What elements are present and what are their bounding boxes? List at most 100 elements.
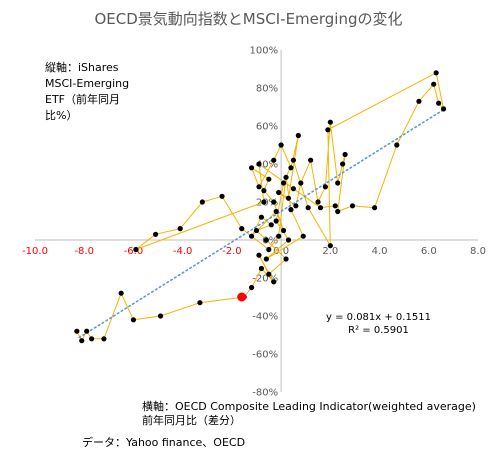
data-point <box>276 189 282 196</box>
data-point <box>118 290 124 296</box>
data-point <box>325 127 331 133</box>
y-tick-label: -20% <box>252 274 278 285</box>
data-point <box>342 151 348 158</box>
x-tick-label: -8.0 <box>74 246 94 257</box>
data-point <box>433 70 439 76</box>
y-tick-label: 60% <box>256 122 278 133</box>
data-point <box>431 81 437 87</box>
data-point <box>293 203 299 209</box>
x-tick-label: -4.0 <box>173 246 193 257</box>
chart-title: OECD景気動向指数とMSCI-Emergingの変化 <box>94 10 403 28</box>
data-point <box>283 256 289 262</box>
y-tick-label: 80% <box>256 84 278 95</box>
trendline <box>78 108 445 339</box>
series-line <box>76 72 444 342</box>
data-point <box>327 119 333 125</box>
data-point <box>280 180 287 186</box>
data-point <box>248 284 255 291</box>
data-point <box>74 328 80 334</box>
y-tick-label: -40% <box>252 312 278 323</box>
x-tick-label: 0.0 <box>273 246 289 257</box>
data-point <box>372 205 378 211</box>
data-point <box>266 246 272 253</box>
data-point <box>276 233 282 239</box>
data-point <box>266 176 272 182</box>
x-tick-label: 8.0 <box>470 246 486 257</box>
y-tick-label: -80% <box>252 388 278 399</box>
data-point <box>263 237 269 243</box>
data-point <box>305 205 311 211</box>
data-point <box>322 184 329 190</box>
data-point <box>89 336 95 342</box>
data-point <box>239 226 245 232</box>
data-point <box>256 184 262 190</box>
y-axis-label: 縦軸：iShares MSCI-Emerging ETF（前年同月 比%） <box>45 61 130 122</box>
data-point <box>298 180 304 186</box>
data-source: データ：Yahoo finance、OECD <box>82 436 246 449</box>
data-point <box>278 142 284 148</box>
data-point <box>271 157 277 163</box>
data-point <box>327 243 333 249</box>
data-point <box>273 208 279 215</box>
data-point <box>436 100 442 106</box>
data-point <box>271 279 277 285</box>
data-point <box>285 237 292 243</box>
trendline-equation: y = 0.081x + 0.1511 R² = 0.5901 <box>326 312 431 336</box>
data-point <box>317 205 324 211</box>
y-tick-label: 100% <box>250 46 279 57</box>
data-point <box>335 208 341 215</box>
data-point <box>261 188 267 194</box>
y-tick-label: 20% <box>256 198 278 209</box>
data-point <box>256 252 262 258</box>
data-point <box>416 98 422 104</box>
data-point <box>285 195 292 201</box>
highlight-point <box>237 292 247 302</box>
data-point <box>130 317 137 323</box>
data-point <box>394 142 400 148</box>
data-point <box>440 106 447 112</box>
data-point <box>199 199 205 205</box>
data-point <box>280 227 287 234</box>
data-point <box>101 336 107 342</box>
data-point <box>340 161 346 167</box>
data-point <box>268 222 274 228</box>
data-point <box>84 328 90 334</box>
data-point <box>290 186 297 192</box>
data-point <box>79 338 85 344</box>
y-tick-label: 0% <box>262 236 278 247</box>
data-point <box>248 165 255 171</box>
data-point <box>283 174 289 180</box>
data-point <box>261 199 267 205</box>
y-tick-label: -60% <box>252 350 278 361</box>
x-tick-label: -2.0 <box>222 246 242 257</box>
data-point <box>197 300 203 306</box>
data-point <box>219 193 225 199</box>
y-tick-label: 40% <box>256 160 278 171</box>
data-point <box>300 233 306 239</box>
data-point <box>288 165 294 171</box>
data-point <box>308 157 314 163</box>
data-point <box>248 233 255 239</box>
data-point <box>253 227 260 234</box>
data-point <box>266 271 272 277</box>
data-point <box>263 256 269 262</box>
data-point <box>258 265 265 272</box>
data-point <box>256 161 262 167</box>
x-tick-label: -10.0 <box>22 246 48 257</box>
data-point <box>349 203 356 209</box>
x-tick-label: 2.0 <box>322 246 338 257</box>
data-point <box>335 180 341 186</box>
data-point <box>315 199 321 205</box>
data-point <box>177 226 183 232</box>
data-point <box>152 231 159 237</box>
x-tick-label: -6.0 <box>124 246 144 257</box>
x-axis-label: 横軸：OECD Composite Leading Indicator(weig… <box>142 400 476 427</box>
data-point <box>288 207 294 213</box>
data-point <box>271 199 277 205</box>
data-point <box>332 203 338 209</box>
data-point <box>157 313 164 319</box>
data-point <box>295 132 301 139</box>
x-tick-label: 4.0 <box>372 246 388 257</box>
